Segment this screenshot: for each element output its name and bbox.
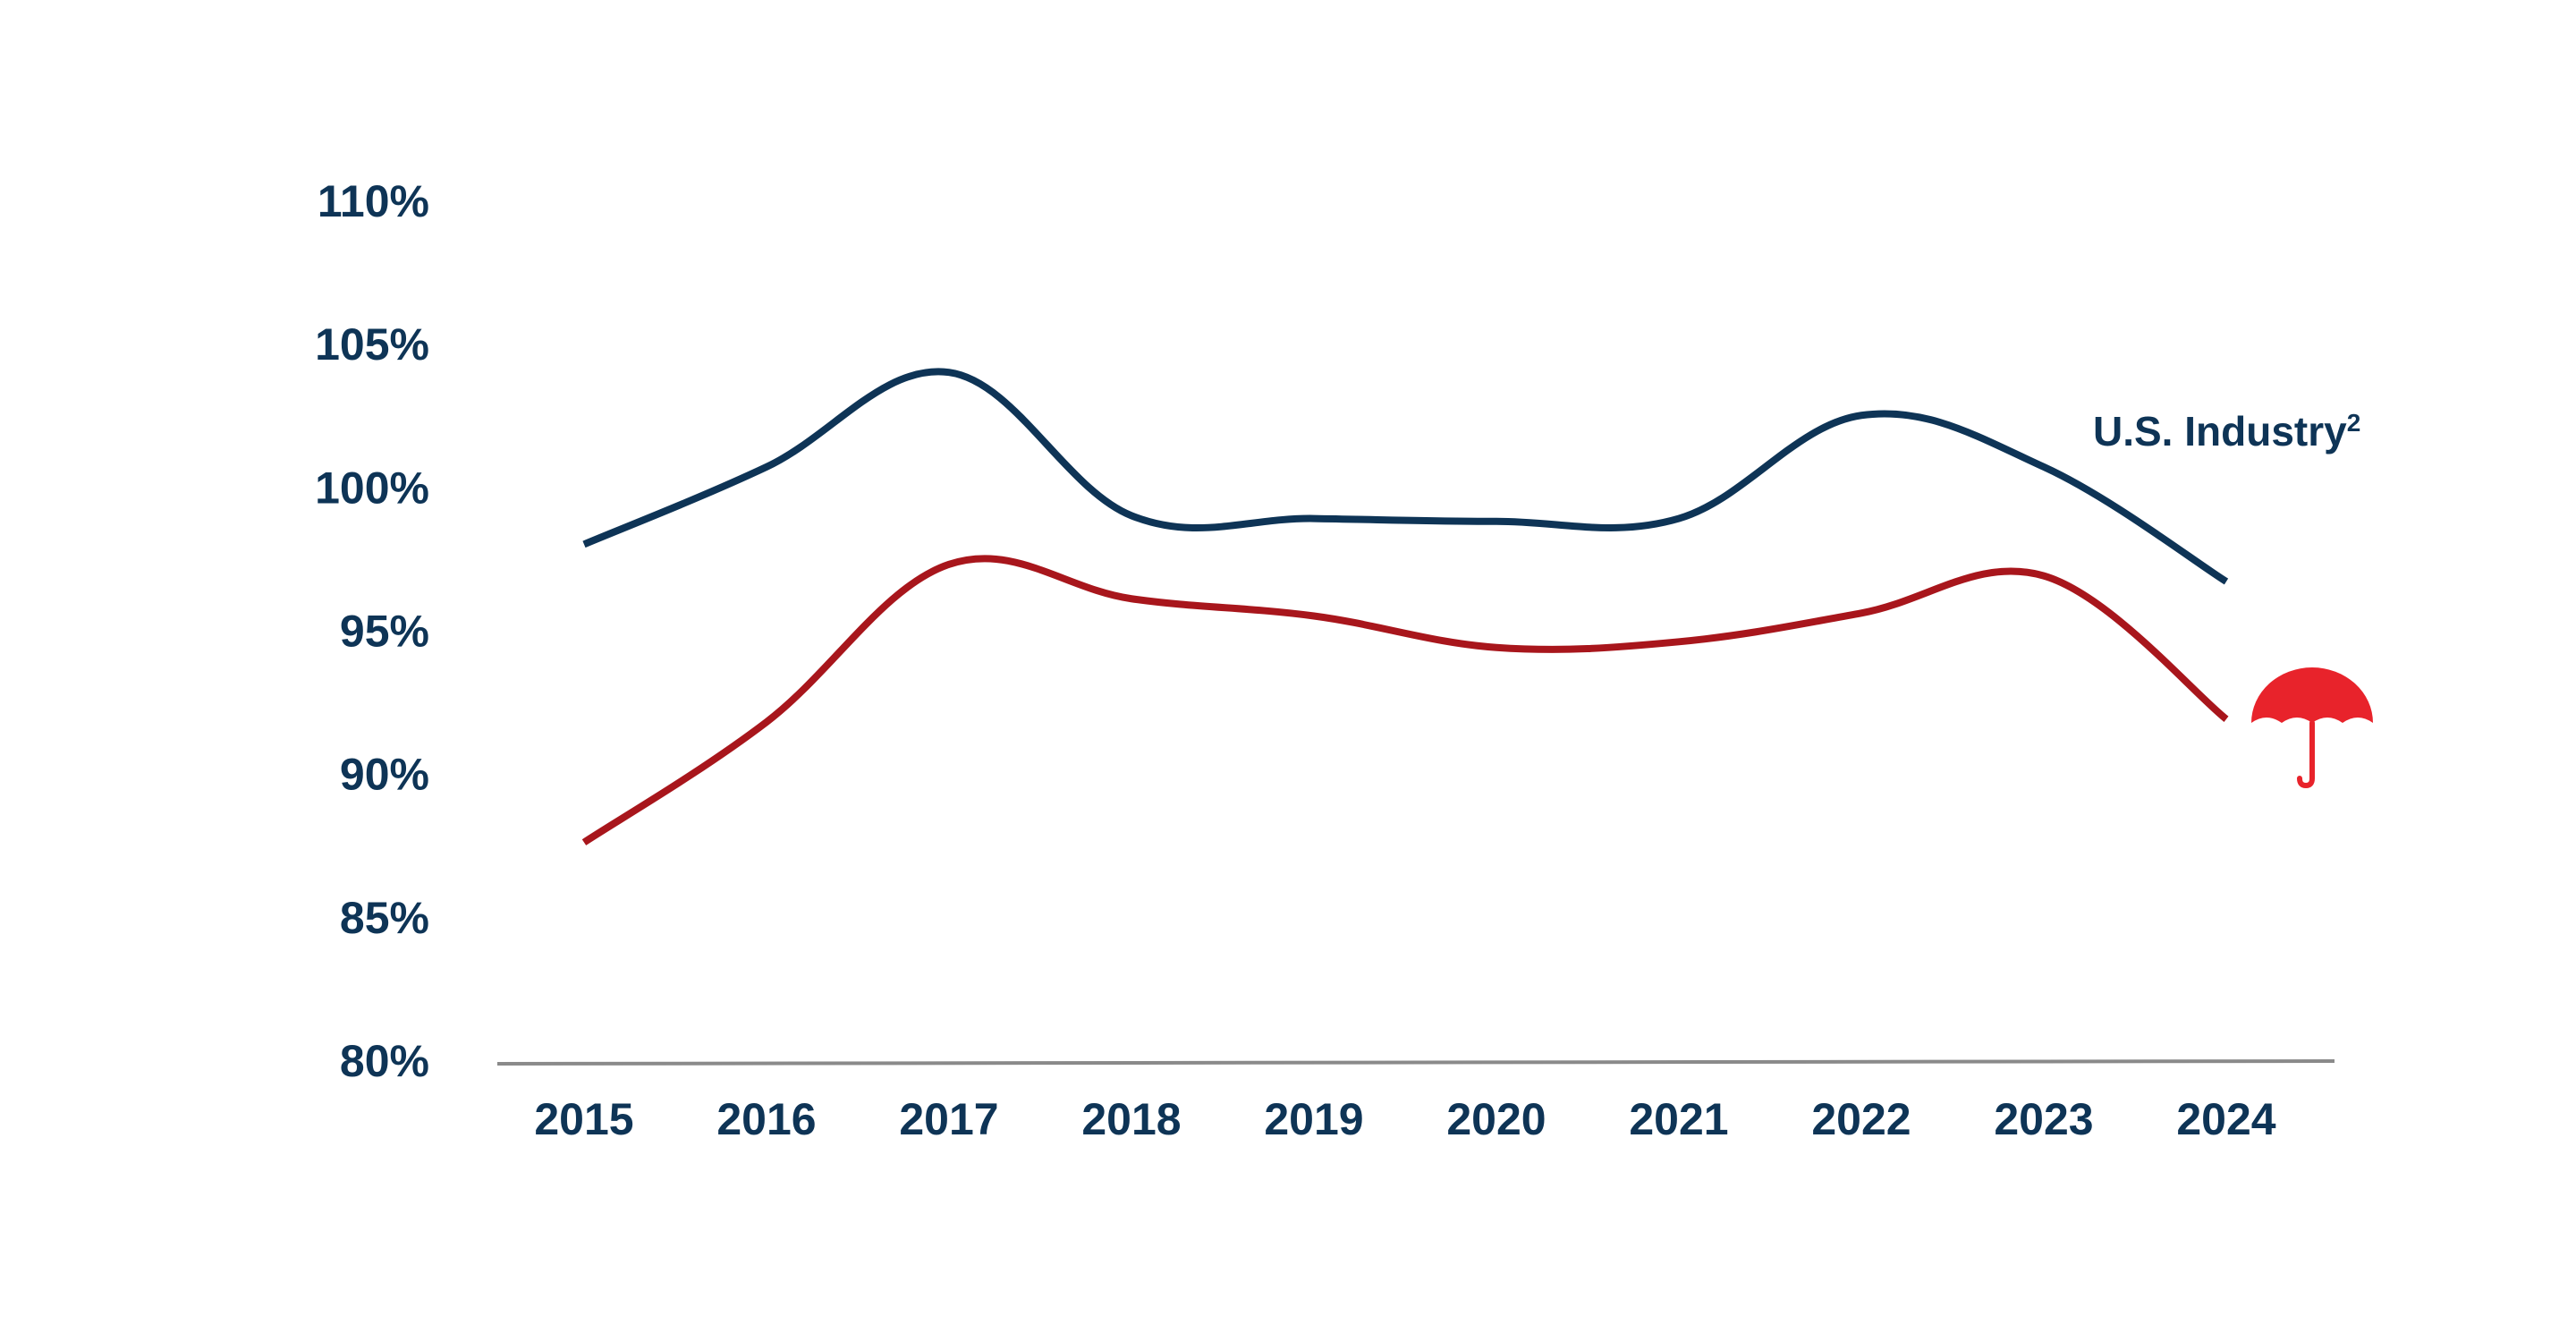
series-line-0 [582,368,2229,585]
series-label-us-industry: U.S. Industry2 [2093,408,2360,454]
series-line-1 [581,555,2229,845]
y-tick-label: 80% [340,1036,429,1086]
y-axis-tick-labels: 80% 85% 90% 95% 100% 105% 110% [315,176,429,1086]
x-tick-label: 2015 [534,1094,633,1144]
umbrella-icon [2251,667,2373,789]
x-tick-label: 2022 [1811,1094,1911,1144]
x-tick-label: 2024 [2176,1094,2275,1144]
x-tick-label: 2021 [1629,1094,1728,1144]
x-tick-label: 2017 [899,1094,998,1144]
x-axis-line [496,1059,2335,1066]
series-label-text: U.S. Industry [2093,408,2347,454]
y-tick-label: 100% [315,463,429,513]
x-tick-label: 2023 [1994,1094,2093,1144]
x-tick-label: 2018 [1081,1094,1181,1144]
x-tick-label: 2016 [716,1094,816,1144]
y-tick-label: 110% [318,176,429,226]
umbrella-canopy [2251,667,2373,723]
x-tick-label: 2020 [1446,1094,1546,1144]
series-label-superscript: 2 [2347,409,2361,437]
y-tick-label: 90% [340,750,429,800]
x-axis-tick-labels: 2015 2016 2017 2018 2019 2020 2021 2022 2023 2024 [534,1094,2275,1144]
y-tick-label: 85% [340,893,429,943]
umbrella-handle [2297,720,2315,789]
y-tick-label: 105% [315,319,429,369]
series-lines [581,368,2229,845]
x-tick-label: 2019 [1264,1094,1363,1144]
y-tick-label: 95% [340,607,429,657]
